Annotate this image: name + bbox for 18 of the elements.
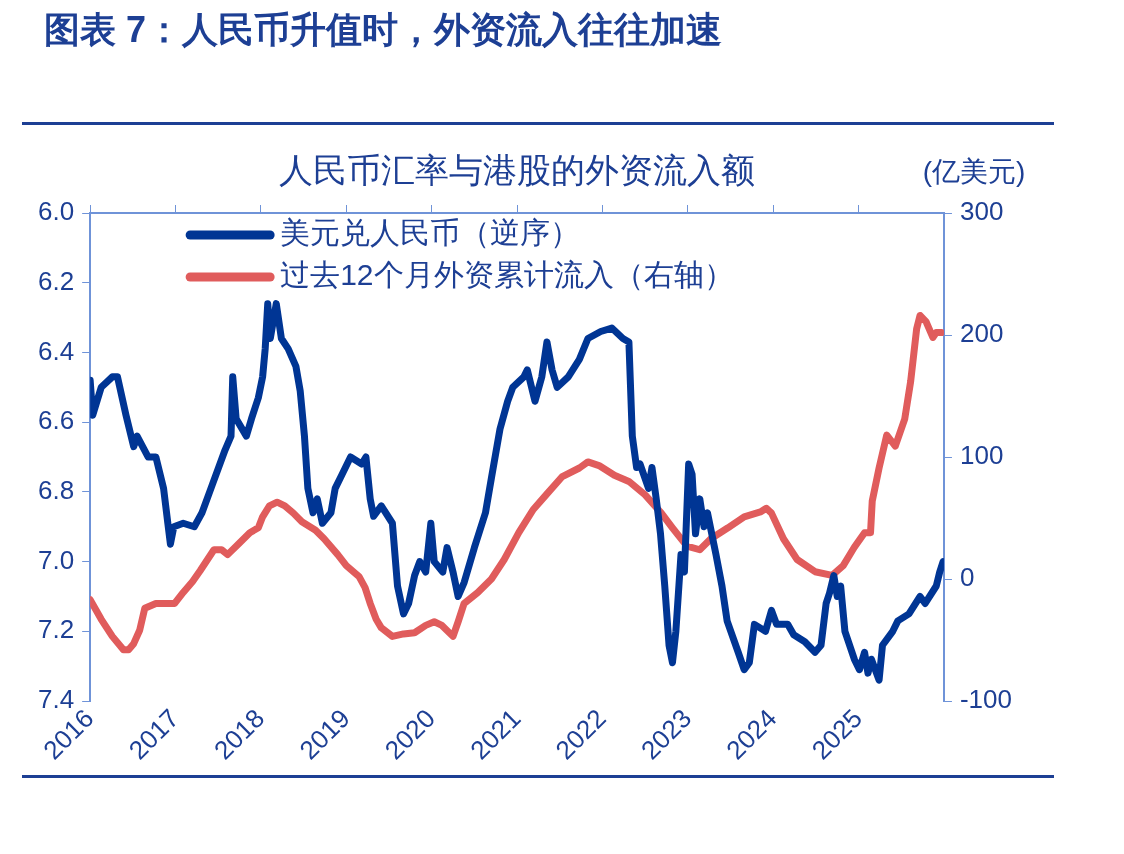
y-tick-label: 6.2 bbox=[37, 265, 75, 296]
y2-tick-label: 300 bbox=[959, 196, 1004, 227]
y2-tick-label: 100 bbox=[959, 440, 1004, 471]
y-tick-label: 7.2 bbox=[37, 614, 75, 645]
y-tick-label: 6.6 bbox=[37, 405, 75, 436]
y2-tick-label: 200 bbox=[959, 318, 1004, 349]
y-tick-label: 6.0 bbox=[37, 196, 75, 227]
y2-tick-label: 0 bbox=[959, 562, 975, 593]
y-tick-label: 6.8 bbox=[37, 475, 75, 506]
y-tick-label: 7.0 bbox=[37, 544, 75, 575]
y-tick-label: 7.4 bbox=[37, 684, 75, 715]
legend-label: 过去12个月外资累计流入（右轴） bbox=[280, 258, 734, 292]
y2-axis-title: (亿美元) bbox=[922, 155, 1026, 187]
chart-title: 图表 7：人民币升值时，外资流入往往加速 bbox=[44, 8, 723, 52]
y-tick-label: 6.4 bbox=[37, 335, 75, 366]
legend-label: 美元兑人民币（逆序） bbox=[280, 216, 581, 250]
y2-tick-label: -100 bbox=[959, 684, 1013, 715]
chart-subtitle: 人民币汇率与港股的外资流入额 bbox=[279, 151, 756, 190]
